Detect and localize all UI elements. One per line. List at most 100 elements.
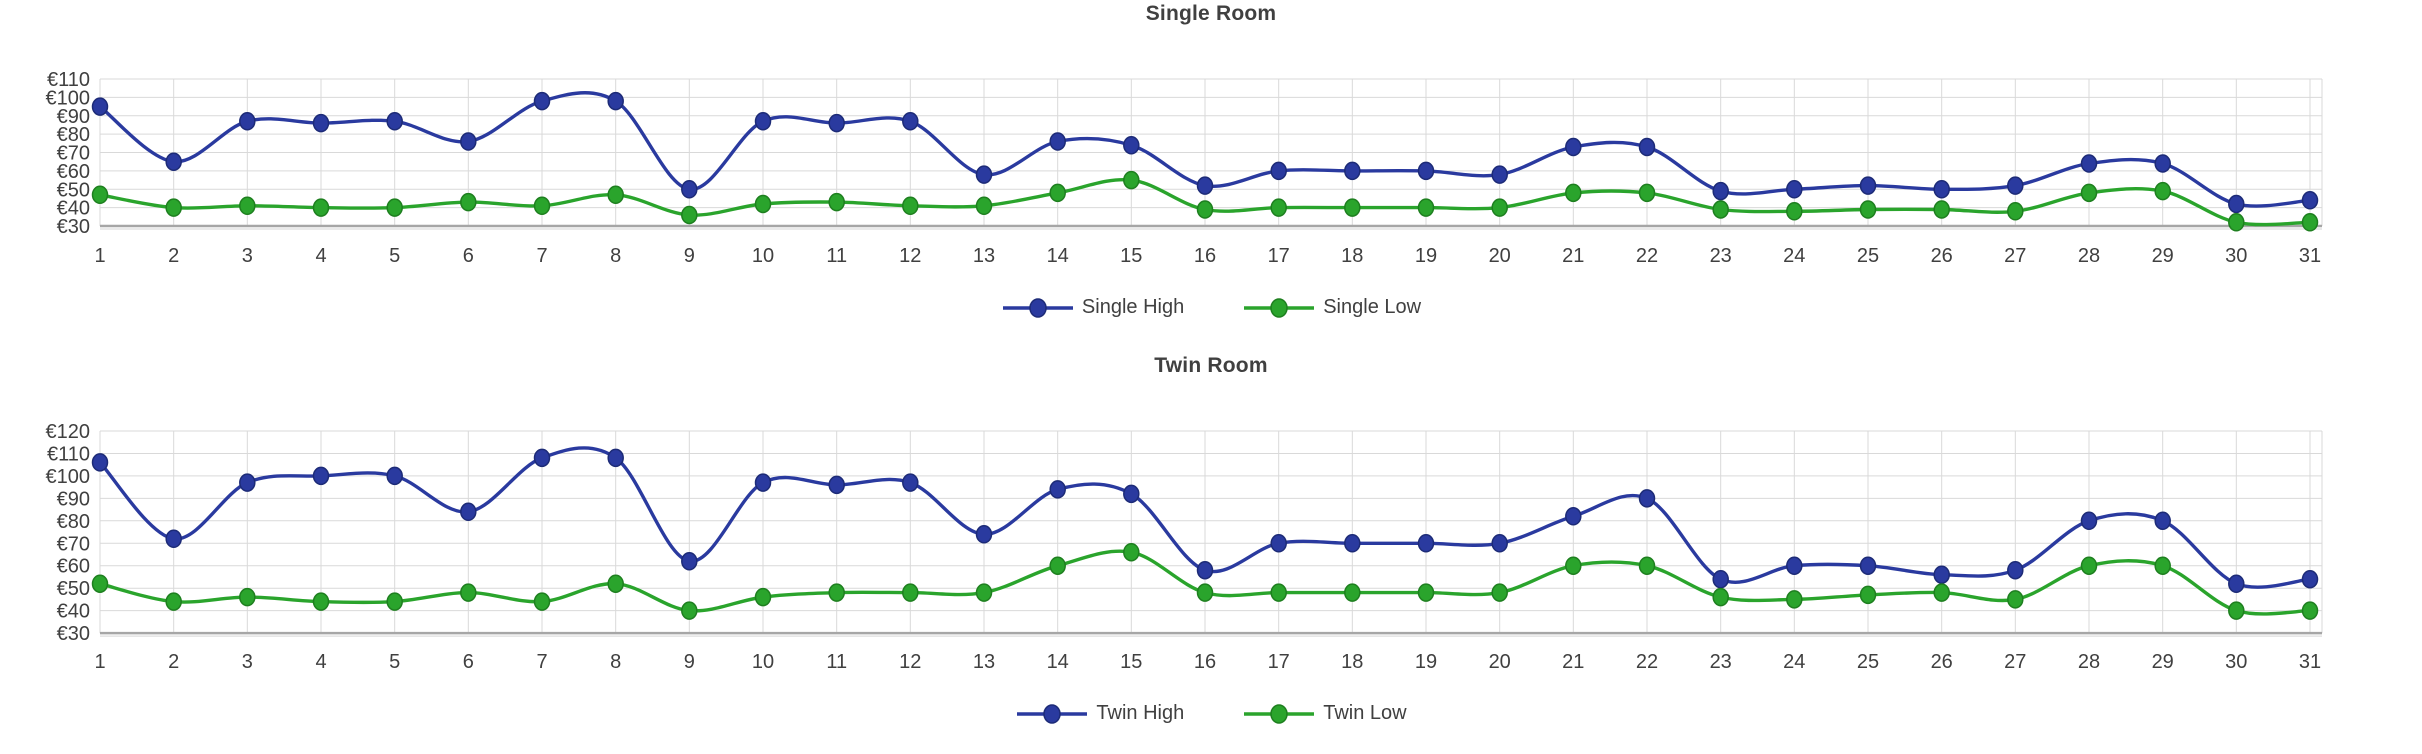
y-tick-label: €120 — [46, 421, 91, 443]
data-point — [386, 592, 403, 611]
x-tick-label: 22 — [1636, 651, 1658, 673]
data-point — [312, 113, 330, 133]
legend-label-single-high: Single High — [1081, 296, 1185, 318]
data-point — [312, 592, 330, 611]
data-point — [2228, 194, 2245, 214]
x-tick-label: 18 — [1341, 245, 1363, 267]
data-point — [1565, 556, 1582, 575]
x-tick-label: 5 — [389, 651, 400, 673]
data-point — [1491, 534, 1508, 553]
data-point — [1933, 565, 1950, 584]
data-point — [533, 196, 551, 216]
y-tick-label: €110 — [47, 69, 90, 91]
x-tick-label: 21 — [1562, 245, 1584, 267]
x-tick-label: 25 — [1857, 651, 1879, 673]
data-point — [2301, 213, 2319, 232]
y-tick-label: €90 — [57, 106, 90, 128]
x-tick-label: 1 — [94, 651, 105, 673]
x-tick-label: 28 — [2078, 651, 2100, 673]
line-marker-icon — [1244, 703, 1315, 724]
y-tick-label: €30 — [57, 623, 90, 645]
data-point — [533, 592, 551, 611]
x-tick-label: 23 — [1710, 245, 1732, 267]
twin-room-legend: Twin High Twin Low — [0, 702, 2422, 725]
x-tick-label: 6 — [463, 651, 474, 673]
data-point — [1712, 587, 1729, 607]
data-point — [1196, 200, 1214, 219]
x-tick-label: 3 — [242, 245, 253, 267]
data-point — [1933, 200, 1950, 219]
y-tick-label: €80 — [57, 511, 90, 533]
data-point — [460, 192, 477, 212]
x-tick-label: 16 — [1194, 651, 1216, 673]
data-point — [1049, 183, 1066, 203]
data-point — [2080, 511, 2098, 531]
data-point — [386, 198, 403, 217]
x-tick-label: 12 — [899, 651, 921, 673]
data-point — [1196, 560, 1214, 580]
x-tick-label: 9 — [684, 245, 695, 267]
data-point — [2007, 176, 2024, 195]
x-tick-label: 10 — [752, 245, 774, 267]
data-point — [1638, 183, 1656, 203]
data-point — [1491, 198, 1508, 217]
y-tick-label: €60 — [57, 161, 90, 183]
x-tick-label: 17 — [1268, 245, 1290, 267]
data-point — [1049, 556, 1066, 575]
x-tick-label: 12 — [899, 245, 921, 267]
data-point — [165, 152, 182, 171]
data-point — [902, 473, 919, 492]
x-tick-label: 26 — [1931, 245, 1953, 267]
data-point — [681, 551, 698, 571]
data-point — [91, 574, 109, 593]
data-point — [2301, 569, 2319, 589]
x-tick-label: 4 — [315, 651, 326, 673]
data-point — [1859, 585, 1877, 605]
data-point — [2228, 213, 2245, 232]
x-tick-label: 25 — [1857, 245, 1879, 267]
line-marker-icon — [1002, 297, 1073, 318]
x-tick-label: 7 — [536, 651, 547, 673]
data-point — [1712, 181, 1729, 201]
x-axis-labels: 1 2 3 4 5 6 7 8 9 10 11 12 13 14 15 16 17 18 19 20 21 22 23 24 2… — [94, 245, 2321, 267]
data-point — [1196, 176, 1214, 195]
line-marker-icon — [1017, 703, 1088, 724]
data-point — [1344, 583, 1361, 602]
x-tick-label: 27 — [2004, 651, 2026, 673]
data-point — [1491, 165, 1508, 184]
data-point — [975, 583, 993, 602]
data-point — [607, 448, 624, 468]
x-tick-label: 20 — [1489, 651, 1511, 673]
data-point — [2080, 154, 2098, 173]
legend-label-twin-high: Twin High — [1096, 702, 1185, 724]
data-point — [1049, 132, 1066, 151]
data-point — [386, 112, 403, 131]
data-point — [754, 194, 772, 214]
data-point — [1123, 135, 1140, 155]
data-point — [2154, 556, 2171, 575]
data-point — [386, 466, 403, 486]
data-point — [2007, 202, 2024, 221]
data-point — [1786, 556, 1803, 575]
data-point — [2080, 556, 2098, 575]
data-point — [91, 453, 109, 472]
data-point — [2154, 511, 2171, 531]
data-point — [2154, 154, 2171, 173]
x-tick-label: 11 — [826, 245, 847, 267]
x-tick-label: 30 — [2225, 651, 2247, 673]
x-tick-label: 8 — [610, 651, 621, 673]
data-point — [2154, 181, 2171, 201]
x-tick-label: 29 — [2152, 245, 2174, 267]
x-tick-label: 27 — [2004, 245, 2026, 267]
data-point — [1786, 590, 1803, 609]
y-tick-label: €60 — [57, 556, 90, 578]
x-tick-label: 20 — [1489, 245, 1511, 267]
data-point — [1270, 534, 1287, 553]
y-tick-label: €40 — [57, 198, 90, 220]
data-point — [1417, 583, 1435, 602]
data-point — [681, 601, 698, 620]
x-tick-label: 22 — [1636, 245, 1658, 267]
x-tick-label: 21 — [1562, 651, 1584, 673]
x-tick-label: 13 — [973, 245, 995, 267]
data-point — [828, 192, 845, 212]
